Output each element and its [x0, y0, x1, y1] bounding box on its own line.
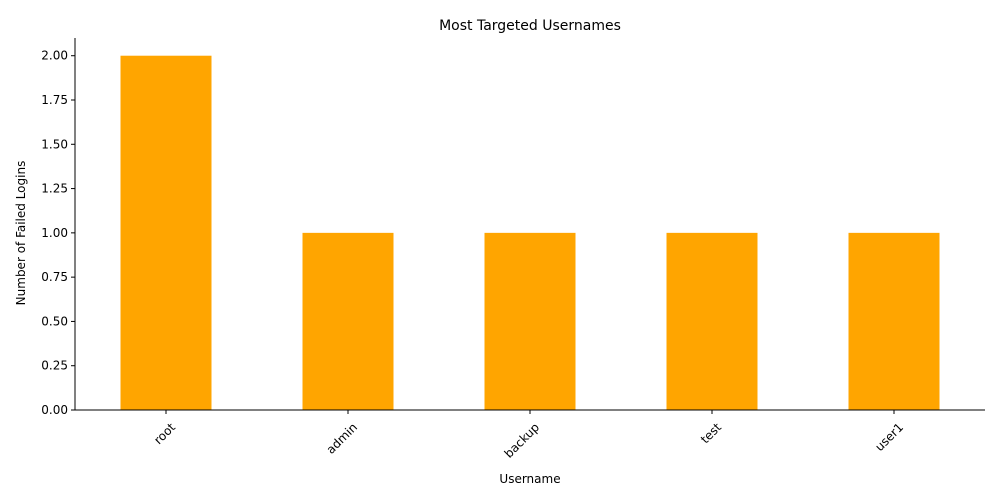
y-tick-label: 0.25 — [41, 359, 68, 373]
y-tick-label: 2.00 — [41, 49, 68, 63]
y-axis-ticks: 0.00 0.25 0.50 0.75 1.00 1.25 1.50 1.75 2.00 — [41, 49, 75, 417]
y-tick-label: 0.75 — [41, 270, 68, 284]
bar-backup — [484, 232, 576, 410]
y-tick-label: 1.50 — [41, 137, 68, 151]
x-tick-label-admin: admin — [324, 420, 360, 456]
bar-root — [120, 55, 212, 410]
x-tick-label-root: root — [151, 420, 178, 447]
y-tick-label: 0.50 — [41, 314, 68, 328]
x-tick-label-backup: backup — [502, 420, 543, 461]
bar-admin — [302, 232, 394, 410]
bar-user1 — [848, 232, 940, 410]
chart-title: Most Targeted Usernames — [439, 18, 621, 34]
y-tick-label: 1.75 — [41, 93, 68, 107]
y-tick-label: 1.00 — [41, 226, 68, 240]
x-axis-ticks: root admin backup test user1 — [151, 410, 906, 461]
x-axis-label: Username — [499, 472, 560, 486]
x-tick-label-test: test — [698, 420, 724, 446]
bar-test — [666, 232, 758, 410]
y-axis-label: Number of Failed Logins — [14, 161, 28, 306]
y-tick-label: 1.25 — [41, 182, 68, 196]
bars-group — [120, 55, 940, 410]
x-tick-label-user1: user1 — [872, 420, 906, 454]
y-tick-label: 0.00 — [41, 403, 68, 417]
